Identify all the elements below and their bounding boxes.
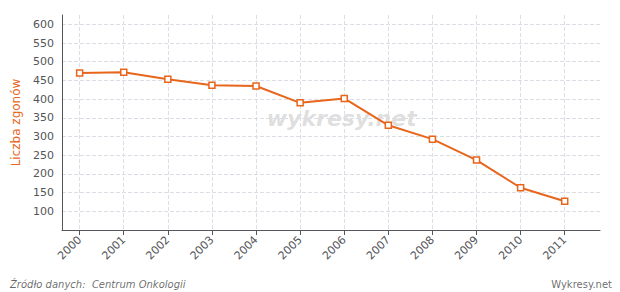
svg-text:2002: 2002 <box>143 233 172 262</box>
svg-text:wykresy.net: wykresy.net <box>266 105 417 131</box>
svg-text:2011: 2011 <box>540 233 569 262</box>
svg-text:450: 450 <box>33 74 54 87</box>
svg-text:2004: 2004 <box>232 233 261 262</box>
svg-text:Liczba zgonów: Liczba zgonów <box>9 78 23 166</box>
svg-text:2007: 2007 <box>364 233 393 262</box>
svg-text:2006: 2006 <box>320 233 349 262</box>
svg-text:2008: 2008 <box>408 233 437 262</box>
svg-text:600: 600 <box>33 18 54 31</box>
svg-text:2003: 2003 <box>188 233 217 262</box>
svg-text:2005: 2005 <box>276 233 305 262</box>
svg-text:250: 250 <box>33 149 54 162</box>
svg-text:550: 550 <box>33 37 54 50</box>
svg-text:100: 100 <box>33 205 54 218</box>
svg-text:150: 150 <box>33 186 54 199</box>
svg-text:300: 300 <box>33 130 54 143</box>
svg-text:2009: 2009 <box>452 233 481 262</box>
svg-text:Źródło danych: Centrum Onkolo: Źródło danych: Centrum Onkologii <box>9 278 186 290</box>
svg-text:350: 350 <box>33 111 54 124</box>
svg-text:400: 400 <box>33 93 54 106</box>
svg-text:2010: 2010 <box>496 233 525 262</box>
svg-text:Wykresy.net: Wykresy.net <box>551 279 612 290</box>
svg-text:2001: 2001 <box>99 233 128 262</box>
svg-text:2000: 2000 <box>55 233 84 262</box>
svg-text:200: 200 <box>33 167 54 180</box>
svg-text:500: 500 <box>33 55 54 68</box>
